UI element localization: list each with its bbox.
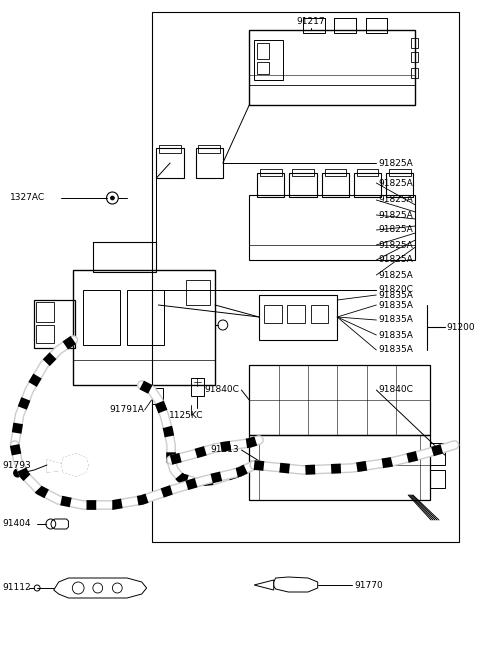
Text: 91200: 91200 (447, 323, 475, 332)
Bar (410, 68, 419, 78)
Bar (288, 305, 305, 323)
Polygon shape (61, 454, 88, 476)
Text: 1327AC: 1327AC (10, 194, 45, 202)
Bar (152, 388, 163, 404)
Text: 91825A: 91825A (378, 210, 413, 219)
Text: 91835A: 91835A (378, 315, 413, 325)
Text: 91825A: 91825A (378, 240, 413, 250)
Bar (430, 443, 445, 465)
Bar (191, 378, 204, 396)
Text: 91213: 91213 (211, 445, 240, 455)
Text: 91820C: 91820C (378, 286, 413, 294)
Text: 91112: 91112 (2, 583, 31, 593)
Bar (334, 18, 356, 33)
Bar (324, 169, 346, 176)
Bar (366, 18, 387, 33)
Bar (127, 290, 164, 345)
Text: 91835A: 91835A (378, 300, 413, 309)
Bar (36, 325, 54, 343)
Polygon shape (274, 577, 318, 592)
Polygon shape (54, 578, 146, 598)
Bar (83, 290, 120, 345)
Bar (303, 18, 324, 33)
Bar (249, 435, 430, 500)
Text: 91791A: 91791A (110, 405, 144, 415)
Bar (156, 148, 184, 178)
Bar (389, 169, 410, 176)
Bar (354, 173, 381, 197)
Bar (289, 173, 317, 197)
Bar (152, 12, 459, 542)
Text: 91793: 91793 (2, 461, 31, 470)
Bar (257, 43, 269, 59)
Text: 91825A: 91825A (378, 158, 413, 168)
Circle shape (14, 469, 22, 477)
Text: 1125KC: 1125KC (168, 411, 203, 420)
Bar (410, 52, 419, 62)
Bar (34, 300, 75, 348)
Bar (322, 173, 349, 197)
Text: 91825A: 91825A (378, 225, 413, 235)
Text: 91825A: 91825A (378, 179, 413, 187)
Bar (186, 280, 210, 305)
Bar (198, 145, 220, 153)
Bar (292, 169, 314, 176)
Bar (311, 305, 328, 323)
Bar (93, 242, 156, 272)
Text: 91825A: 91825A (378, 271, 413, 279)
Bar (357, 169, 378, 176)
Bar (257, 173, 285, 197)
Bar (249, 30, 415, 105)
Bar (260, 169, 281, 176)
Text: 91217: 91217 (297, 18, 325, 26)
Bar (195, 148, 223, 178)
Text: 91840C: 91840C (378, 386, 413, 394)
Text: 91835A: 91835A (378, 330, 413, 340)
Text: 91770: 91770 (355, 581, 384, 589)
Text: 91835A: 91835A (378, 290, 413, 300)
Bar (73, 270, 215, 385)
Text: 91840C: 91840C (204, 386, 240, 394)
Bar (249, 195, 415, 260)
Text: 91825A: 91825A (378, 196, 413, 204)
Text: 91835A: 91835A (378, 346, 413, 355)
Bar (386, 173, 413, 197)
Circle shape (110, 196, 114, 200)
Bar (264, 305, 281, 323)
Bar (254, 40, 284, 80)
Bar (257, 62, 269, 74)
Bar (159, 145, 181, 153)
Text: 91825A: 91825A (378, 256, 413, 265)
Bar (259, 295, 337, 340)
Text: 91404: 91404 (2, 520, 30, 528)
Bar (249, 365, 430, 435)
Polygon shape (47, 460, 63, 472)
Bar (410, 38, 419, 48)
Bar (36, 302, 54, 322)
Bar (430, 470, 445, 488)
Polygon shape (254, 580, 274, 590)
